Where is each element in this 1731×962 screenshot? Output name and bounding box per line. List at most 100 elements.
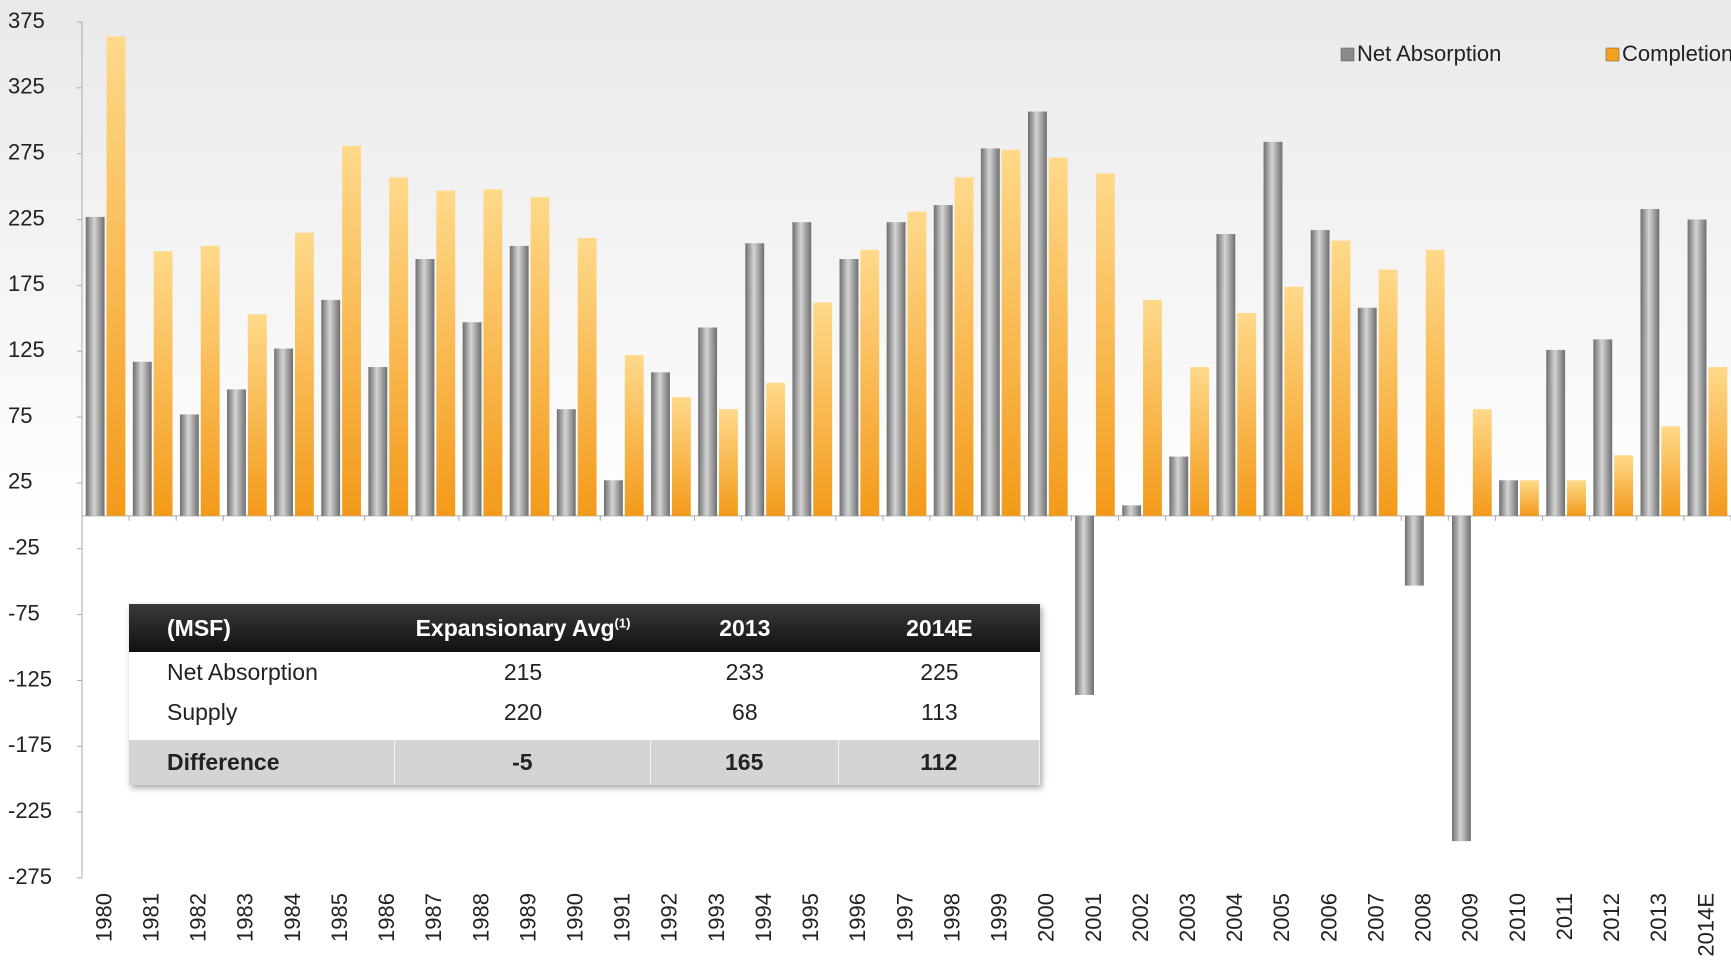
bar (247, 314, 267, 516)
bar (1708, 367, 1728, 516)
y-tick-label: -175 (8, 732, 52, 757)
bar (886, 222, 906, 516)
y-tick-label: 25 (8, 469, 32, 494)
bar (295, 232, 314, 516)
table-body: Net Absorption 215 233 225 Supply 220 68 113 Dif… (129, 652, 1040, 785)
bar (980, 148, 1000, 516)
y-tick-label: 175 (8, 271, 45, 296)
x-tick-label: 2002 (1128, 893, 1153, 942)
x-tick-label: 1997 (892, 893, 917, 942)
bar (274, 348, 294, 516)
header-cell: (MSF) (167, 614, 231, 641)
x-tick-label: 1980 (91, 893, 116, 942)
x-tick-label: 2009 (1458, 893, 1483, 942)
x-tick-label: 2013 (1646, 893, 1671, 942)
table-row: Difference -5 165 112 (129, 740, 1040, 785)
bar (1169, 456, 1189, 516)
x-tick-label: 2005 (1269, 893, 1294, 942)
bar (719, 409, 738, 516)
table-row: Net Absorption 215 233 225 (129, 652, 1040, 692)
bar (1001, 149, 1021, 516)
bar (132, 361, 152, 516)
bar (1263, 141, 1283, 516)
bar (624, 355, 644, 516)
x-tick-label: 1989 (515, 893, 540, 942)
x-tick-label: 1981 (138, 893, 163, 942)
bar (1452, 515, 1471, 842)
y-tick-label: 75 (8, 403, 32, 428)
bar (1143, 299, 1162, 516)
x-tick-label: 1996 (845, 893, 870, 942)
legend-label: Net Absorption (1357, 41, 1501, 66)
table-cell: 112 (839, 740, 1040, 785)
bar (651, 372, 670, 516)
y-tick-label: -25 (8, 535, 40, 560)
table-header: (MSF) Expansionary Avg(1) 2013 2014E (129, 604, 1040, 652)
y-tick-label: -125 (8, 666, 52, 691)
bar (1237, 313, 1257, 516)
x-tick-label: 1984 (280, 893, 305, 942)
table-cell: -5 (395, 740, 651, 785)
x-tick-label: 2008 (1411, 893, 1436, 942)
bar (462, 322, 482, 516)
bar (671, 397, 691, 516)
bar (1310, 230, 1330, 516)
bar (153, 251, 173, 516)
x-tick-label: 2011 (1552, 893, 1577, 940)
x-tick-label: 1986 (374, 893, 399, 942)
x-tick-label: 1990 (563, 893, 588, 942)
bar (1122, 505, 1142, 516)
bar (1593, 339, 1613, 516)
x-tick-label: 2003 (1175, 893, 1200, 942)
x-tick-label: 2012 (1599, 893, 1624, 942)
x-tick-label: 2004 (1222, 893, 1247, 942)
x-tick-label: 1992 (657, 893, 682, 942)
x-tick-label: 1982 (186, 893, 211, 942)
bar (415, 259, 435, 516)
x-tick-label: 1983 (233, 893, 258, 942)
x-tick-label: 1985 (327, 893, 352, 942)
x-tick-label: 1988 (468, 893, 493, 942)
y-tick-label: -225 (8, 798, 52, 823)
bar (556, 409, 576, 516)
bar (1499, 480, 1518, 516)
legend-label: Completions (1622, 41, 1731, 66)
bar (1378, 269, 1398, 516)
bar (954, 177, 974, 516)
y-tick-label: 375 (8, 8, 45, 33)
bar (933, 205, 953, 516)
header-cell: 2013 (719, 614, 771, 641)
y-tick-label: -75 (8, 600, 40, 625)
header-cell: Expansionary Avg(1) (395, 615, 651, 642)
bar (85, 216, 105, 516)
bar (792, 222, 812, 516)
bar (200, 245, 220, 516)
bar (1425, 249, 1445, 516)
bar (436, 190, 456, 516)
bar (530, 197, 550, 516)
bar (1095, 173, 1115, 516)
table-cell: 225 (920, 658, 959, 685)
bar (1546, 349, 1566, 516)
bar (1404, 515, 1424, 586)
table-cell: 233 (725, 658, 765, 685)
table-cell: Difference (129, 740, 396, 785)
bar (1661, 426, 1681, 516)
bar (1331, 240, 1351, 516)
bar (1614, 455, 1634, 516)
table-cell: 165 (651, 740, 839, 785)
table-cell: Supply (167, 698, 238, 725)
bar (839, 259, 859, 516)
bar (509, 245, 529, 516)
x-tick-label: 2007 (1363, 893, 1388, 942)
bar (1216, 234, 1236, 516)
bar (698, 327, 718, 516)
header-cell: 2014E (906, 614, 973, 641)
bar (1075, 515, 1094, 695)
bar (1519, 480, 1539, 516)
x-tick-label: 1999 (987, 893, 1012, 942)
table-cell: 220 (503, 698, 543, 725)
bar (1687, 219, 1707, 516)
bar (1190, 367, 1210, 516)
